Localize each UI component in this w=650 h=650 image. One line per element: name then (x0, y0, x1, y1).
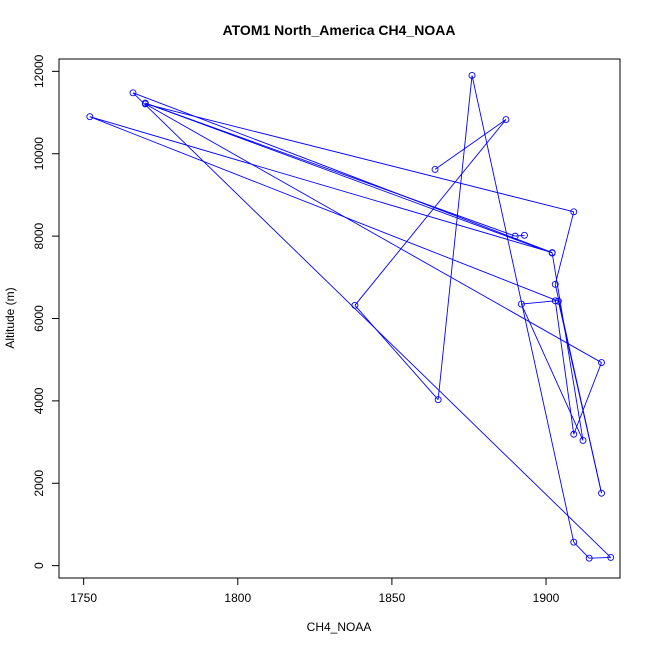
series-line-segment (573, 541, 590, 559)
x-axis: 1750 1800 1850 1900 (70, 577, 560, 605)
plot-area (86, 72, 615, 562)
y-tick-label: 0 (32, 562, 46, 569)
data-point (86, 113, 94, 121)
series-line-segment (89, 116, 559, 302)
series-line-segment (132, 92, 553, 254)
series-line-segment (89, 116, 553, 254)
data-point (351, 301, 359, 309)
data-point (570, 430, 578, 438)
data-point (468, 72, 476, 79)
x-tick-label: 1750 (70, 591, 97, 605)
data-point (141, 99, 149, 107)
data-point (502, 116, 510, 124)
series-line-segment (554, 211, 575, 285)
data-point (517, 300, 525, 308)
data-point (511, 232, 519, 240)
chart-title: ATOM1 North_America CH4_NOAA (223, 22, 456, 38)
data-point (570, 538, 578, 546)
x-tick-label: 1900 (533, 591, 560, 605)
series-line-segment (521, 300, 556, 305)
series-line-segment (437, 75, 473, 400)
y-tick-label: 4000 (32, 387, 46, 414)
data-point (579, 436, 587, 444)
data-point (434, 396, 442, 404)
series-line-segment (145, 102, 553, 254)
y-tick-label: 2000 (32, 470, 46, 497)
series-line-segment (520, 303, 584, 441)
x-axis-label: CH4_NOAA (307, 620, 372, 634)
y-axis-label: Altitude (m) (3, 287, 17, 348)
series-line-segment (132, 92, 612, 558)
data-point (598, 489, 605, 497)
data-point (520, 231, 528, 239)
y-tick-label: 12000 (32, 54, 46, 88)
series-line-segment (145, 103, 574, 213)
y-tick-label: 8000 (32, 222, 46, 249)
series-line-segment (589, 556, 611, 559)
y-tick-label: 6000 (32, 305, 46, 332)
plot-frame (58, 58, 621, 579)
data-point (570, 208, 578, 216)
series-line-segment (551, 252, 584, 441)
series-line-segment (573, 362, 602, 435)
series-line-segment (145, 102, 516, 237)
data-point (431, 165, 439, 173)
y-axis: 0 2000 4000 6000 8000 10000 12000 (32, 54, 60, 569)
data-point (548, 249, 556, 257)
series-line-segment (354, 305, 439, 400)
data-point (551, 280, 559, 288)
series-line-segment (434, 119, 507, 170)
data-point (607, 553, 615, 561)
series-line-segment (145, 103, 602, 363)
data-point (598, 359, 605, 367)
series-line-segment (554, 300, 575, 435)
data-point (554, 297, 562, 305)
x-tick-label: 1800 (224, 591, 251, 605)
series-line-segment (471, 75, 575, 543)
series-line-segment (354, 119, 507, 306)
data-point (129, 89, 137, 97)
y-tick-label: 10000 (32, 137, 46, 171)
x-tick-label: 1850 (379, 591, 406, 605)
data-point (551, 297, 559, 305)
data-point (585, 554, 593, 562)
series-line-segment (515, 234, 525, 237)
